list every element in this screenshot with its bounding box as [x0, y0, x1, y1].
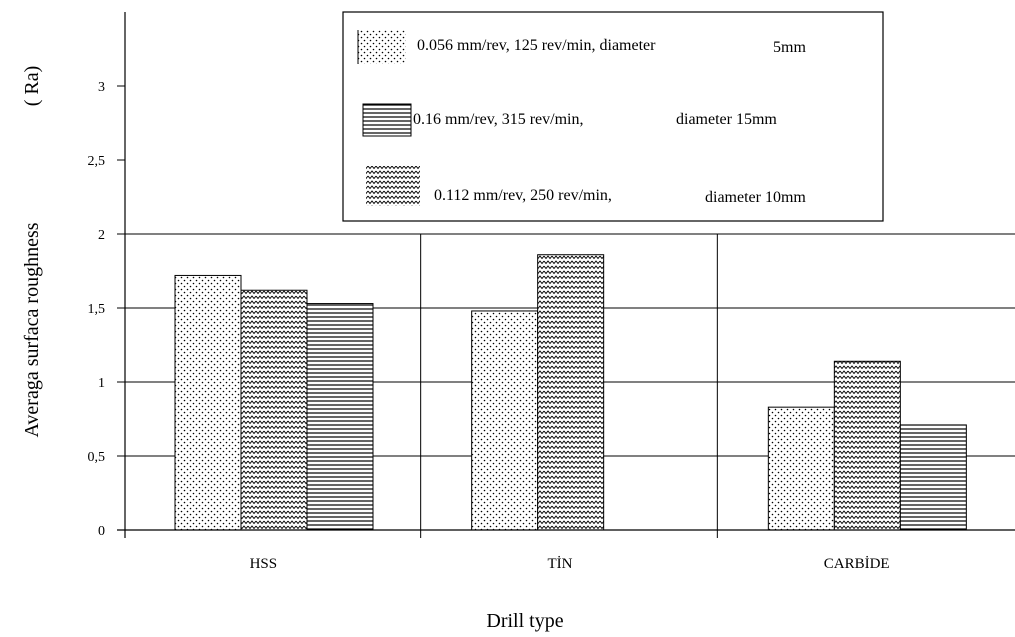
legend-label-1-suffix: 5mm [773, 39, 806, 56]
bar-zigzag-2 [833, 360, 901, 531]
legend-swatch-zigzag [366, 166, 420, 206]
y-tick-label: 2,5 [88, 154, 106, 169]
x-tick-label: CARBİDE [824, 556, 890, 572]
legend: 0.056 mm/rev, 125 rev/min, diameter 5mm … [342, 11, 884, 222]
y-tick-label: 0,5 [88, 450, 106, 465]
axes-group: HSS TİN CARBİDE 0 0,5 1 1,5 2 2,5 3 [88, 12, 1015, 572]
bars-group [174, 254, 967, 531]
bar-zigzag-1 [537, 254, 605, 531]
legend-swatch-lines [362, 103, 412, 137]
bar-horizontal-lines-0 [306, 303, 374, 531]
bar-dots-1 [471, 310, 539, 531]
y-axis-title: Averaga surfaca roughness [21, 222, 43, 437]
legend-box [342, 11, 884, 222]
y-tick-label: 0 [98, 524, 105, 539]
legend-label-3-suffix: diameter 10mm [705, 189, 806, 206]
y-tick-label: 3 [98, 80, 105, 95]
bar-dots-2 [767, 406, 835, 531]
bar-zigzag-0 [240, 289, 308, 531]
legend-swatch-dots [358, 30, 406, 64]
legend-label-1: 0.056 mm/rev, 125 rev/min, diameter [417, 37, 656, 54]
x-tick-label: TİN [548, 556, 573, 572]
x-tick-label: HSS [250, 556, 278, 572]
x-axis-title: Drill type [486, 610, 563, 632]
bar-dots-0 [174, 274, 242, 531]
y-axis-unit: ( Ra) [21, 66, 43, 107]
bar-horizontal-lines-2 [899, 424, 967, 531]
y-tick-label: 1,5 [88, 302, 106, 317]
legend-label-3: 0.112 mm/rev, 250 rev/min, [434, 187, 612, 204]
legend-label-2-suffix: diameter 15mm [676, 111, 777, 128]
y-tick-label: 2 [98, 228, 105, 243]
y-tick-label: 1 [98, 376, 105, 391]
legend-label-2: 0.16 mm/rev, 315 rev/min, [413, 111, 584, 128]
